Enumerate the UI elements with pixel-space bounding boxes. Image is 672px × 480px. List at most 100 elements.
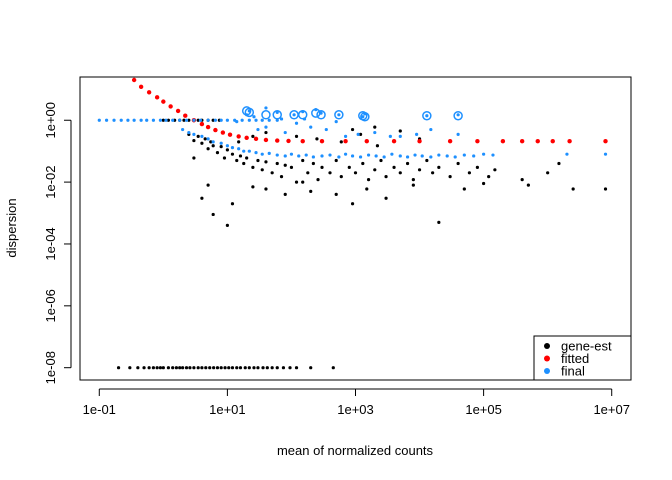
point-final (192, 118, 196, 122)
point-gene-est (204, 366, 208, 370)
point-gene-est (203, 137, 207, 141)
point-final (200, 134, 204, 139)
point-gene-est (219, 145, 223, 149)
point-final (225, 118, 229, 122)
point-gene-est (392, 165, 396, 169)
y-tick-label: 1e-08 (43, 351, 58, 384)
outlier-circle (316, 110, 326, 120)
point-fitted (550, 139, 555, 144)
point-final (192, 132, 196, 136)
point-gene-est (264, 187, 268, 191)
x-tick-label: 1e+03 (337, 402, 374, 417)
point-gene-est (375, 144, 380, 148)
point-gene-est (245, 156, 249, 160)
point-gene-est (520, 178, 524, 182)
point-gene-est (265, 366, 269, 370)
point-final (324, 127, 328, 132)
point-fitted (364, 139, 369, 144)
point-fitted (300, 139, 305, 144)
point-fitted (168, 104, 173, 109)
point-fitted (253, 136, 259, 142)
point-gene-est (306, 171, 310, 175)
point-final (382, 155, 386, 159)
point-final (320, 154, 324, 158)
point-final (132, 118, 136, 122)
point-gene-est (347, 165, 351, 169)
point-gene-est (398, 129, 402, 133)
point-gene-est (238, 154, 243, 158)
point-fitted (213, 127, 218, 133)
y-tick-label: 1e+00 (43, 102, 58, 139)
point-gene-est (283, 163, 287, 167)
point-final (240, 118, 244, 122)
point-gene-est (546, 171, 550, 175)
point-gene-est (225, 148, 229, 152)
point-fitted (220, 130, 226, 135)
point-final (104, 118, 109, 122)
point-gene-est (571, 187, 575, 191)
point-gene-est (251, 185, 255, 189)
point-final (405, 155, 410, 159)
point-gene-est (243, 366, 247, 370)
point-gene-est (264, 160, 268, 164)
point-fitted (227, 132, 233, 137)
point-gene-est (235, 366, 239, 370)
plot-frame (79, 76, 632, 381)
point-gene-est (230, 366, 235, 370)
point-gene-est (166, 366, 171, 370)
point-gene-est (603, 187, 608, 191)
point-final (337, 155, 341, 159)
point-gene-est (178, 366, 182, 370)
point-final (219, 141, 223, 145)
point-gene-est (166, 118, 171, 122)
point-gene-est (260, 168, 264, 172)
point-final (373, 130, 377, 135)
point-gene-est (294, 366, 299, 370)
point-gene-est (331, 366, 335, 370)
point-final (97, 118, 101, 122)
point-gene-est (358, 132, 363, 136)
point-final (139, 118, 143, 122)
point-gene-est (309, 189, 313, 194)
point-gene-est (247, 366, 251, 370)
point-gene-est (116, 366, 121, 370)
point-final (247, 118, 251, 122)
legend-marker-final (544, 368, 550, 374)
point-gene-est (270, 366, 274, 370)
y-tick-label: 1e-06 (43, 289, 58, 322)
legend-marker-gene-est (544, 343, 550, 349)
point-gene-est (289, 165, 294, 169)
point-final (462, 153, 466, 157)
point-gene-est (161, 366, 165, 370)
point-gene-est (251, 165, 255, 169)
point-gene-est (315, 137, 319, 141)
point-gene-est (281, 366, 286, 370)
point-gene-est (437, 220, 441, 224)
point-gene-est (230, 202, 235, 206)
point-fitted (175, 108, 181, 114)
point-gene-est (350, 202, 355, 206)
point-gene-est (373, 125, 377, 129)
point-gene-est (182, 118, 186, 122)
point-final (171, 118, 175, 122)
point-gene-est (301, 180, 305, 184)
point-gene-est (482, 181, 486, 186)
point-gene-est (181, 366, 185, 370)
point-gene-est (328, 171, 332, 175)
point-final (184, 118, 189, 122)
point-gene-est (361, 161, 365, 166)
point-gene-est (275, 366, 279, 370)
point-final (112, 118, 116, 122)
outlier-circle (297, 110, 308, 120)
point-gene-est (227, 366, 231, 370)
x-tick-label: 1e+05 (465, 402, 502, 417)
point-gene-est (350, 127, 355, 132)
point-gene-est (256, 366, 260, 370)
point-fitted (146, 90, 152, 95)
point-fitted (417, 139, 422, 144)
point-final (181, 127, 185, 132)
point-gene-est (493, 168, 497, 172)
point-final (337, 113, 341, 117)
point-gene-est (208, 366, 212, 370)
point-final (279, 117, 284, 121)
